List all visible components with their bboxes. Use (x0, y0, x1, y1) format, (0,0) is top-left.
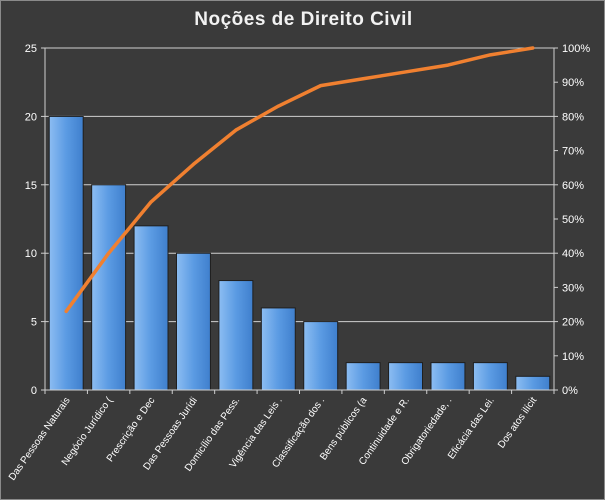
bar (472, 362, 508, 391)
cumulative-line (64, 46, 535, 314)
x-tick-label: Dos atos ilícit (496, 395, 539, 450)
cumulative-point (149, 200, 153, 204)
y-right-tick-label: 100% (562, 43, 590, 55)
cumulative-point (107, 251, 111, 255)
y-right-tick-label: 0% (562, 385, 578, 397)
y-axis-right: 0% 10% 20% 30% 40% 50% 60% 70% 80% 90% 100% (553, 43, 590, 397)
bar (218, 280, 254, 391)
chart-title: Noções de Direito Civil (194, 9, 413, 30)
y-axis-left: 0 5 10 15 20 25 (25, 43, 46, 397)
cumulative-point (234, 128, 238, 132)
bar (345, 362, 381, 391)
y-right-tick-label: 30% (562, 282, 584, 294)
bar (260, 307, 296, 391)
cumulative-point (531, 46, 535, 50)
y-right-tick-label: 80% (562, 111, 584, 123)
bar (175, 252, 211, 391)
y-left-tick-label: 5 (31, 317, 37, 329)
y-right-tick-label: 90% (562, 77, 584, 89)
bars (48, 115, 551, 391)
cumulative-point (446, 63, 450, 67)
bar (388, 362, 424, 391)
gridlines (45, 47, 554, 323)
cumulative-point (488, 53, 492, 57)
y-left-tick-label: 25 (25, 43, 37, 55)
y-left-tick-label: 15 (25, 180, 37, 192)
bar (133, 225, 169, 391)
bar (91, 184, 127, 391)
bar (515, 375, 551, 391)
x-tick-label: Eficácia das Lei. (446, 395, 497, 461)
cumulative-point (276, 104, 280, 108)
cumulative-point (361, 77, 365, 81)
bar (48, 115, 84, 391)
y-left-tick-label: 20 (25, 111, 37, 123)
y-right-tick-label: 10% (562, 351, 584, 363)
cumulative-point (191, 162, 195, 166)
y-left-tick-label: 10 (25, 248, 37, 260)
cumulative-series-line (64, 46, 535, 314)
y-right-tick-label: 70% (562, 146, 584, 158)
y-right-tick-label: 20% (562, 317, 584, 329)
y-right-tick-label: 50% (562, 214, 584, 226)
y-right-tick-label: 40% (562, 248, 584, 260)
cumulative-point (64, 309, 68, 313)
cumulative-point (404, 70, 408, 74)
y-right-tick-label: 60% (562, 180, 584, 192)
bar (303, 321, 339, 391)
x-tick-label: Das Pessoas Naturais (7, 395, 73, 482)
y-left-tick-label: 0 (31, 385, 37, 397)
cumulative-point (319, 84, 323, 88)
bar (430, 362, 466, 391)
